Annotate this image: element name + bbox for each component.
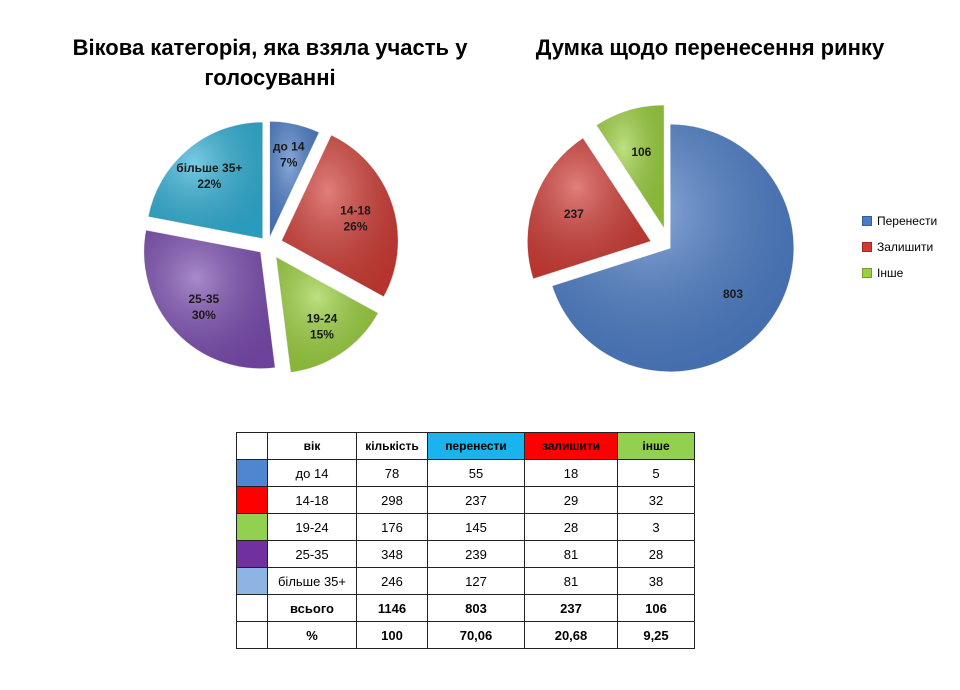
table-cell: 3 bbox=[617, 513, 695, 541]
table-row: 19-24 176 145 28 3 bbox=[236, 513, 695, 541]
pie-slice-shading bbox=[143, 229, 276, 369]
row-swatch bbox=[236, 459, 268, 487]
votes-table: вік кількість перенести залишити інше до… bbox=[236, 432, 695, 649]
pie-charts: до 14 7% 14-18 26% 19-24 15% 25-35 30% більше 35… bbox=[143, 104, 795, 374]
legend-swatch bbox=[862, 268, 872, 278]
slice-label: 25-35 bbox=[188, 292, 219, 306]
table-cell: 803 bbox=[427, 594, 525, 622]
table-cell: 1146 bbox=[356, 594, 428, 622]
slice-label: 19-24 bbox=[307, 311, 338, 325]
table-cell: 55 bbox=[427, 459, 525, 487]
legend-item: Перенести bbox=[862, 208, 937, 234]
legend-item: Інше bbox=[862, 260, 937, 286]
header-cell: залишити bbox=[524, 432, 618, 460]
table-cell: 298 bbox=[356, 486, 428, 514]
table-cell: 28 bbox=[524, 513, 618, 541]
header-empty-cell bbox=[236, 432, 268, 460]
legend-swatch bbox=[862, 242, 872, 252]
slice-value: 237 bbox=[564, 207, 584, 221]
table-row: 14-18 298 237 29 32 bbox=[236, 486, 695, 514]
table-cell: 348 bbox=[356, 540, 428, 568]
table-cell: 239 bbox=[427, 540, 525, 568]
table-cell: 70,06 bbox=[427, 621, 525, 649]
table-cell: більше 35+ bbox=[267, 567, 357, 595]
table-cell: 78 bbox=[356, 459, 428, 487]
table-cell: 18 bbox=[524, 459, 618, 487]
table-header-row: вік кількість перенести залишити інше bbox=[236, 432, 695, 460]
table-cell: 28 bbox=[617, 540, 695, 568]
table-cell: % bbox=[267, 621, 357, 649]
table-cell: 145 bbox=[427, 513, 525, 541]
table-cell: 127 bbox=[427, 567, 525, 595]
table-cell: всього bbox=[267, 594, 357, 622]
legend-swatch bbox=[862, 216, 872, 226]
table-cell: 237 bbox=[427, 486, 525, 514]
table-cell: 32 bbox=[617, 486, 695, 514]
legend-label: Залишити bbox=[877, 240, 934, 254]
row-swatch-empty bbox=[236, 594, 268, 622]
legend-label: Перенести bbox=[877, 214, 938, 228]
table-cell: 106 bbox=[617, 594, 695, 622]
table-cell: 246 bbox=[356, 567, 428, 595]
row-swatch bbox=[236, 567, 268, 595]
market-pie: 803 237 106 bbox=[526, 104, 795, 373]
table-cell: 81 bbox=[524, 567, 618, 595]
slice-label: більше 35+ bbox=[176, 161, 242, 175]
table-cell: 29 bbox=[524, 486, 618, 514]
market-legend: Перенести Залишити Інше bbox=[862, 208, 937, 286]
table-row: до 14 78 55 18 5 bbox=[236, 459, 695, 487]
table-cell: 237 bbox=[524, 594, 618, 622]
slice-value: 803 bbox=[723, 287, 743, 301]
slice-value: 106 bbox=[631, 145, 651, 159]
table-total-row: всього 1146 803 237 106 bbox=[236, 594, 695, 622]
pie-slice-shading bbox=[147, 121, 263, 239]
slice-percent: 26% bbox=[343, 220, 367, 234]
table-cell: 25-35 bbox=[267, 540, 357, 568]
slice-percent: 7% bbox=[280, 155, 298, 169]
legend-item: Залишити bbox=[862, 234, 937, 260]
header-cell: кількість bbox=[356, 432, 428, 460]
table-cell: 5 bbox=[617, 459, 695, 487]
table-cell: до 14 bbox=[267, 459, 357, 487]
table-cell: 14-18 bbox=[267, 486, 357, 514]
market-chart-title: Думка щодо перенесення ринку bbox=[535, 35, 885, 60]
slice-label: 14-18 bbox=[340, 204, 371, 218]
pie-slice-shading bbox=[269, 121, 320, 239]
header-cell: перенести bbox=[427, 432, 525, 460]
slice-percent: 22% bbox=[197, 177, 221, 191]
pie-slice-shading bbox=[596, 104, 665, 229]
pie-slice-shading bbox=[527, 137, 652, 280]
table-row: 25-35 348 239 81 28 bbox=[236, 540, 695, 568]
table-row: більше 35+ 246 127 81 38 bbox=[236, 567, 695, 595]
age-chart-title: Вікова категорія, яка взяла участь у гол… bbox=[72, 35, 468, 90]
table-cell: 100 bbox=[356, 621, 428, 649]
pie-slice-shading bbox=[281, 134, 399, 298]
table-cell: 81 bbox=[524, 540, 618, 568]
row-swatch bbox=[236, 540, 268, 568]
table-cell: 176 bbox=[356, 513, 428, 541]
table-cell: 20,68 bbox=[524, 621, 618, 649]
row-swatch bbox=[236, 486, 268, 514]
header-cell: інше bbox=[617, 432, 695, 460]
pie-slice-shading bbox=[275, 256, 379, 373]
pie-slice-shading bbox=[551, 124, 794, 372]
legend-label: Інше bbox=[877, 266, 904, 280]
table-percent-row: % 100 70,06 20,68 9,25 bbox=[236, 621, 695, 649]
table-cell: 9,25 bbox=[617, 621, 695, 649]
age-pie: до 14 7% 14-18 26% 19-24 15% 25-35 30% більше 35… bbox=[143, 120, 399, 374]
table-cell: 38 bbox=[617, 567, 695, 595]
header-cell: вік bbox=[267, 432, 357, 460]
slice-percent: 15% bbox=[310, 327, 334, 341]
slice-label: до 14 bbox=[273, 139, 305, 153]
slice-percent: 30% bbox=[192, 308, 216, 322]
row-swatch-empty bbox=[236, 621, 268, 649]
row-swatch bbox=[236, 513, 268, 541]
table-cell: 19-24 bbox=[267, 513, 357, 541]
